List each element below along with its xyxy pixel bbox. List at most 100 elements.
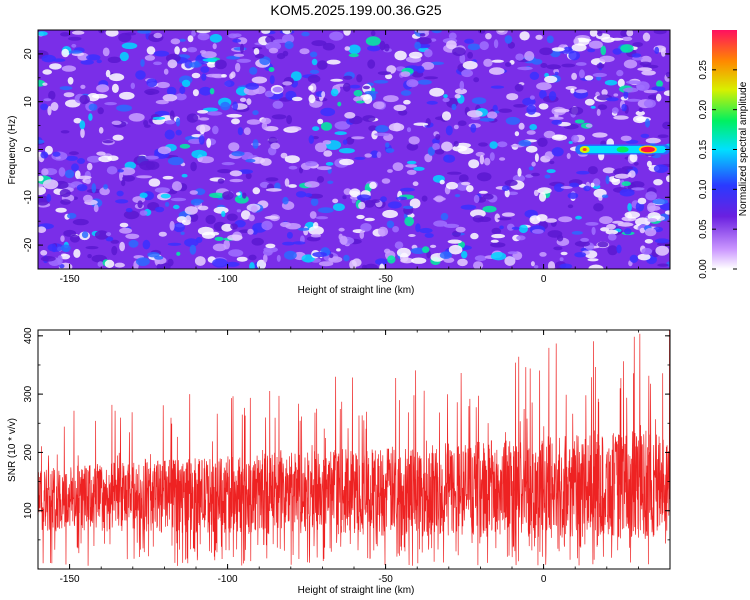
heatmap-cell xyxy=(38,226,47,233)
heatmap-cell xyxy=(187,47,198,53)
heatmap-cell xyxy=(356,74,363,83)
heatmap-cell xyxy=(662,121,670,130)
heatmap-cell xyxy=(584,98,595,106)
heatmap-cell xyxy=(162,94,178,102)
heatmap-cell xyxy=(596,63,605,69)
heatmap-cell xyxy=(656,93,662,102)
snr-panel: -150 -100 -50 0 400 300 200 100 Height of stra… xyxy=(7,327,671,596)
heatmap-cell xyxy=(232,101,239,111)
heatmap-cell xyxy=(457,147,474,155)
heatmap-cell xyxy=(237,127,243,136)
heatmap-cell xyxy=(584,75,594,81)
heatmap-cell xyxy=(394,241,404,249)
heatmap-cell xyxy=(593,203,604,212)
heatmap-cell xyxy=(467,51,473,59)
heatmap-cell xyxy=(665,71,670,78)
heatmap-cell xyxy=(297,227,310,231)
heatmap-cell xyxy=(653,30,667,35)
heatmap-cell xyxy=(606,223,616,230)
heatmap-cell xyxy=(282,241,295,246)
heatmap-cell xyxy=(119,51,129,62)
heatmap-cell xyxy=(265,41,282,51)
heatmap-cell xyxy=(86,54,101,61)
heatmap-cell xyxy=(332,198,339,204)
heatmap-cell xyxy=(574,240,591,247)
heatmap-cell xyxy=(534,153,539,163)
heatmap-cell xyxy=(348,53,359,58)
heatmap-cell xyxy=(451,103,457,111)
colorbar-tick-label: 0.15 xyxy=(698,139,709,159)
heatmap-cell xyxy=(261,122,268,130)
heatmap-cell xyxy=(329,31,344,41)
heatmap-cell xyxy=(567,204,574,209)
heatmap-cell xyxy=(470,209,486,218)
heatmap-cell xyxy=(175,117,181,127)
heatmap-cell xyxy=(123,210,140,220)
heatmap-cell xyxy=(591,226,596,236)
heatmap-cell xyxy=(321,91,326,98)
heatmap-cell xyxy=(440,212,449,221)
heatmap-cell xyxy=(263,126,279,132)
heatmap-cell xyxy=(79,120,86,130)
heatmap-cell xyxy=(192,89,199,97)
heatmap-cell xyxy=(64,169,75,179)
heatmap-cell xyxy=(597,104,608,110)
heatmap-cell xyxy=(657,134,669,138)
heatmap-cell xyxy=(217,169,232,174)
heatmap-cell xyxy=(571,231,583,235)
heatmap-cell xyxy=(316,176,325,183)
heatmap-cell xyxy=(339,235,348,245)
y-tick-label: 300 xyxy=(23,385,34,402)
heatmap-cell xyxy=(179,86,186,95)
colorbar-tick-label: 0.25 xyxy=(698,60,709,80)
heatmap-cell xyxy=(60,253,71,260)
heatmap-cell xyxy=(68,36,82,41)
heatmap-cell xyxy=(337,101,342,107)
heatmap-cell xyxy=(176,251,181,256)
feature-peak xyxy=(640,146,655,153)
heatmap-cell xyxy=(392,226,399,233)
heatmap-cell xyxy=(212,43,217,50)
heatmap-cell xyxy=(501,212,515,217)
heatmap-cell xyxy=(305,161,318,167)
heatmap-cell xyxy=(76,184,88,192)
heatmap-cell xyxy=(358,201,366,210)
heatmap-cell xyxy=(547,261,556,269)
heatmap-cell xyxy=(119,167,136,176)
heatmap-cell xyxy=(549,160,555,165)
heatmap-cell xyxy=(537,137,548,147)
heatmap-cell xyxy=(155,206,165,213)
heatmap-cell xyxy=(189,213,199,222)
heatmap-cell xyxy=(538,103,549,110)
heatmap-cell xyxy=(406,127,412,133)
heatmap-cell xyxy=(133,155,149,166)
heatmap-cell xyxy=(292,241,306,245)
heatmap-cell xyxy=(61,65,76,72)
heatmap-cell xyxy=(489,67,505,75)
heatmap-cell xyxy=(42,82,48,86)
heatmap-cell xyxy=(144,124,151,128)
heatmap-cell xyxy=(415,223,421,233)
heatmap-cell xyxy=(386,65,397,74)
heatmap-cell xyxy=(381,178,391,184)
heatmap-cell xyxy=(239,97,247,103)
heatmap-cell xyxy=(153,32,163,39)
heatmap-cell xyxy=(255,53,265,59)
heatmap-cell xyxy=(528,166,534,171)
feature-spot xyxy=(616,146,629,153)
heatmap-cell xyxy=(551,134,568,141)
heatmap-cell xyxy=(130,82,135,90)
heatmap-cell xyxy=(446,40,457,50)
heatmap-cell xyxy=(356,214,365,220)
heatmap-cell xyxy=(252,187,261,195)
heatmap-cell xyxy=(592,178,601,187)
heatmap-cell xyxy=(40,151,49,159)
heatmap-cell xyxy=(282,196,289,205)
heatmap-cell xyxy=(599,216,613,225)
heatmap-cell xyxy=(645,191,657,201)
heatmap-cell xyxy=(342,82,351,92)
heatmap-cell xyxy=(173,204,180,210)
heatmap-cell xyxy=(312,251,327,258)
heatmap-cell xyxy=(612,48,622,55)
heatmap-cell xyxy=(271,114,287,120)
